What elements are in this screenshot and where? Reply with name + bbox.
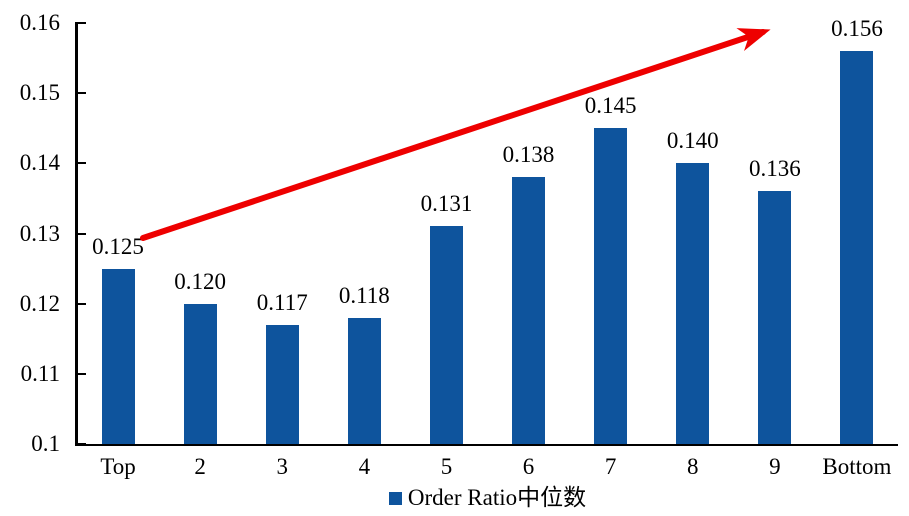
y-tick-label: 0.16 [19,10,60,35]
legend-swatch-icon [388,491,402,505]
y-tick-label: 0.11 [20,360,60,386]
x-tick-label-8: 8 [687,454,699,479]
y-tick-label: 0.1 [31,431,60,456]
bar-value-label: 0.118 [338,282,390,308]
bar-value-label: 0.131 [420,191,473,217]
bar-3 [265,324,299,444]
y-axis-line [75,22,78,445]
bar-5 [429,226,463,444]
bar-value-label: 0.156 [831,16,883,42]
bar-value-label: 0.145 [584,93,637,119]
x-tick-label-4: 4 [358,454,371,479]
x-tick-label-6: 6 [522,454,535,479]
y-tick-mark [77,22,86,24]
bar-2 [183,303,217,444]
bar-value-label: 0.125 [92,233,144,259]
x-axis-line [75,443,898,446]
x-tick-label-9: 9 [769,454,781,479]
bar-8 [676,163,710,444]
x-tick-label-5: 5 [440,454,453,479]
bar-top [101,268,135,444]
bar-value-label: 0.140 [666,128,719,154]
bar-6 [512,177,546,444]
bar-value-label: 0.138 [502,142,555,168]
x-tick-label-top: Top [100,454,136,479]
y-tick-label: 0.15 [19,80,60,106]
x-tick-label-bottom: Bottom [822,454,892,479]
bar-bottom [840,51,874,444]
legend: Order Ratio中位数 [77,485,898,511]
y-tick-label: 0.13 [19,220,60,246]
legend-label: Order Ratio中位数 [407,485,587,510]
bar-7 [594,128,628,444]
bar-9 [758,191,792,444]
bar-4 [347,317,381,444]
x-tick-label-2: 2 [194,454,206,479]
bar-value-label: 0.117 [256,289,308,315]
x-tick-label-3: 3 [276,454,289,479]
y-tick-mark [77,302,86,305]
y-tick-mark [77,232,86,235]
y-tick-mark [77,162,86,165]
y-tick-mark [77,92,86,95]
y-tick-label: 0.14 [19,150,60,176]
bar-value-label: 0.136 [748,156,801,182]
y-tick-mark [77,372,86,375]
y-tick-label: 0.12 [19,290,60,316]
x-tick-label-7: 7 [604,454,617,479]
y-tick-mark [77,443,86,445]
bar-value-label: 0.120 [174,268,227,294]
